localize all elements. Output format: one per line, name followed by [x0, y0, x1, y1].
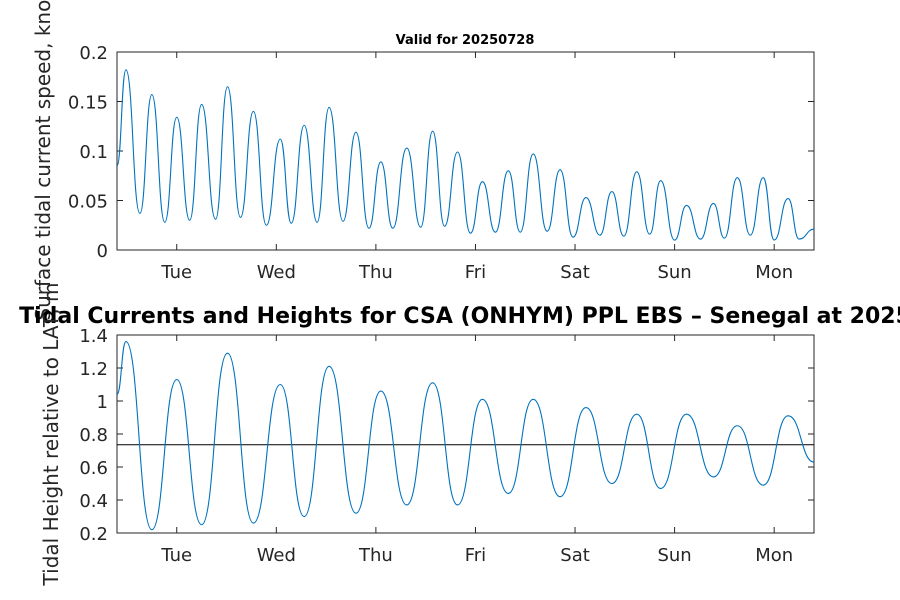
tidal-height-y-tick-label: 0.6 [79, 458, 108, 479]
current-speed-panel: Valid for 20250728 Surface tidal current… [31, 0, 815, 321]
tidal-height-title: Tidal Currents and Heights for CSA (ONHY… [19, 304, 900, 329]
current-speed-series-line [116, 69, 815, 241]
tidal-height-y-tick-label: 0.8 [79, 425, 108, 446]
tidal-height-y-tick-label: 0.4 [79, 491, 108, 512]
tidal-height-plot-area [116, 334, 815, 534]
tidal-height-x-tick-label: Sun [657, 545, 691, 566]
tidal-height-x-tick-label: Tue [160, 545, 192, 566]
current-speed-x-tick-label: Mon [755, 262, 793, 283]
tidal-height-y-tick-label: 1 [97, 392, 108, 413]
tidal-height-y-tick-label: 1.4 [79, 326, 108, 347]
current-speed-y-tick-label: 0 [97, 241, 108, 262]
tidal-height-x-tick-label: Mon [755, 545, 793, 566]
current-speed-ylabel: Surface tidal current speed, knots [31, 0, 55, 321]
current-speed-plot-area [116, 51, 815, 251]
tidal-height-x-tick-label: Sat [560, 545, 590, 566]
tidal-height-y-axis: 0.2 0.4 0.6 0.8 1 1.2 1.4 [79, 326, 814, 545]
current-speed-title: Valid for 20250728 [396, 33, 535, 48]
current-speed-x-tick-label: Sun [657, 262, 691, 283]
tidal-height-x-tick-label: Wed [257, 545, 296, 566]
current-speed-y-tick-label: 0.2 [79, 43, 108, 64]
current-speed-y-tick-label: 0.05 [68, 192, 108, 213]
current-speed-x-tick-label: Fri [465, 262, 486, 283]
tidal-height-y-tick-label: 0.2 [79, 524, 108, 545]
current-speed-x-axis: Tue Wed Thu Fri Sat Sun Mon [160, 52, 793, 283]
tidal-height-ylabel: Tidal Height relative to LAT, m [39, 283, 63, 587]
tidal-height-x-tick-label: Thu [358, 545, 393, 566]
current-speed-x-tick-label: Tue [160, 262, 192, 283]
tidal-height-x-tick-label: Fri [465, 545, 486, 566]
tidal-height-y-tick-label: 1.2 [79, 359, 108, 380]
current-speed-y-axis: 0 0.05 0.1 0.15 0.2 [68, 43, 814, 262]
current-speed-x-tick-label: Wed [257, 262, 296, 283]
current-speed-x-tick-label: Thu [358, 262, 393, 283]
current-speed-x-tick-label: Sat [560, 262, 590, 283]
current-speed-y-tick-label: 0.1 [79, 142, 108, 163]
tidal-height-x-axis: Tue Wed Thu Fri Sat Sun Mon [160, 335, 793, 566]
current-speed-y-tick-label: 0.15 [68, 93, 108, 114]
tidal-height-series-line [116, 341, 815, 531]
tidal-height-panel: Tidal Currents and Heights for CSA (ONHY… [19, 283, 900, 587]
